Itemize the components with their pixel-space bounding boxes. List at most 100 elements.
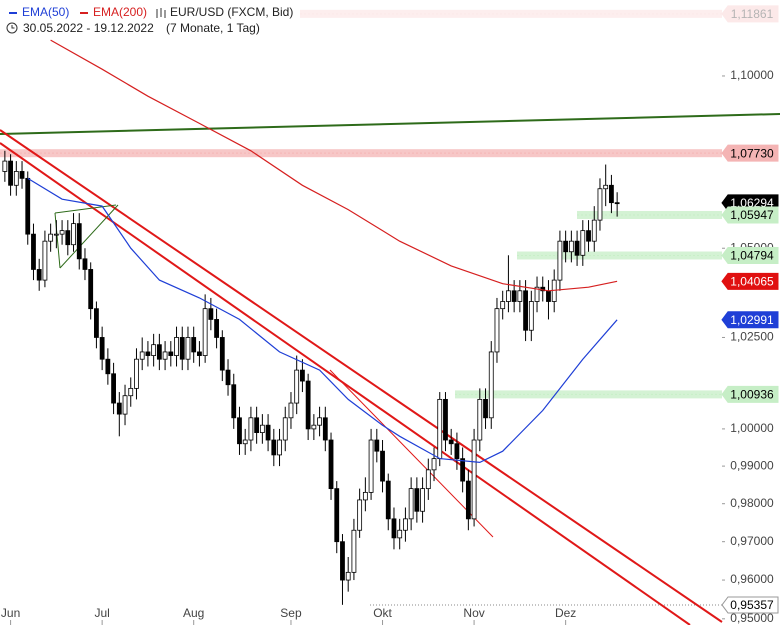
y-tick-label: 0,96000 xyxy=(730,572,774,586)
candle-body xyxy=(523,290,528,331)
candle-body xyxy=(397,529,403,539)
candle-body xyxy=(368,439,374,493)
candle-body xyxy=(202,308,208,356)
candle-body xyxy=(403,518,408,531)
price-label-box xyxy=(721,385,779,403)
candle-body xyxy=(151,344,157,356)
candle-body xyxy=(317,417,322,426)
x-tick-label: Jun xyxy=(1,606,20,620)
candle-body xyxy=(288,402,294,419)
trendline xyxy=(0,142,691,625)
candle-body xyxy=(25,177,31,235)
candle-body xyxy=(488,351,494,419)
trendline xyxy=(0,113,780,135)
candle-body xyxy=(305,380,311,430)
trendline xyxy=(54,204,117,214)
candle-body xyxy=(322,417,328,441)
price-label-box xyxy=(721,206,779,224)
candle-body xyxy=(71,223,76,246)
candle-body xyxy=(174,337,179,356)
candle-body xyxy=(425,469,431,490)
y-tick-label: 1,00000 xyxy=(730,421,774,435)
candle-body xyxy=(214,319,219,338)
candle-body xyxy=(465,480,471,520)
price-label: 1,02991 xyxy=(730,313,774,327)
candle-body xyxy=(500,301,506,310)
candle-body xyxy=(282,417,288,441)
trendline xyxy=(0,129,723,623)
candle-body xyxy=(111,373,116,404)
candle-body xyxy=(437,398,443,460)
price-label-box xyxy=(721,247,779,264)
candle-body xyxy=(408,488,414,520)
candle-body xyxy=(88,269,94,310)
x-tick-label: Dez xyxy=(555,606,576,620)
candle-body xyxy=(586,230,591,242)
candle-body xyxy=(443,398,448,441)
y-tick-label: 1,02500 xyxy=(730,330,774,344)
clock-hand xyxy=(11,25,15,29)
candle-body xyxy=(277,439,282,456)
candle-body xyxy=(603,184,609,190)
candle-body xyxy=(197,351,202,356)
candle-body xyxy=(105,358,111,375)
candle-body xyxy=(259,424,265,433)
price-label-box xyxy=(721,311,779,329)
candle-body xyxy=(145,351,151,356)
candle-body xyxy=(517,290,523,302)
candle-body xyxy=(597,188,603,221)
candle-body xyxy=(65,230,71,246)
candle-body xyxy=(271,439,277,456)
candle-body xyxy=(563,240,569,253)
candle-body xyxy=(448,439,454,445)
candle-body xyxy=(76,223,82,260)
price-label: 1,00936 xyxy=(730,388,774,402)
candle-body xyxy=(546,290,551,302)
clock-icon xyxy=(6,22,18,34)
candle-body xyxy=(19,171,25,179)
candle-icon xyxy=(156,8,166,18)
candle-body xyxy=(59,230,65,235)
candle-body xyxy=(460,458,466,482)
candle-body xyxy=(362,491,368,501)
candle-body xyxy=(380,450,385,482)
candle-body xyxy=(237,417,242,445)
candle-body xyxy=(328,439,334,490)
candle-body xyxy=(225,369,231,386)
candle-body xyxy=(168,351,174,356)
indicator-line xyxy=(27,177,618,464)
candle-body xyxy=(116,402,122,415)
candle-body xyxy=(574,240,580,256)
candle-body xyxy=(48,233,54,242)
candle-body xyxy=(156,344,162,360)
candle-body xyxy=(13,171,19,186)
candle-body xyxy=(311,424,317,430)
price-label-box xyxy=(721,272,779,290)
candle-body xyxy=(454,443,460,460)
candle-body xyxy=(294,369,300,404)
plot xyxy=(2,39,620,605)
candle-body xyxy=(191,337,197,353)
candle-body xyxy=(179,337,185,360)
candle-body xyxy=(557,240,563,281)
candle-body xyxy=(351,529,357,573)
candle-body xyxy=(231,384,237,419)
candle-body xyxy=(31,233,36,270)
candle-body xyxy=(128,387,134,397)
candle-body xyxy=(36,269,42,281)
indicator-line xyxy=(50,39,618,292)
header: EMA(50) EMA(200) EUR/USD (FXCM, Bid) 30.… xyxy=(0,4,780,38)
candle-body xyxy=(431,458,437,471)
level-band xyxy=(517,251,722,260)
candle-body xyxy=(94,308,99,338)
candle-body xyxy=(483,398,488,419)
candle-body xyxy=(185,337,191,360)
trendline xyxy=(329,369,494,538)
candle-body xyxy=(334,488,340,543)
price-label: 0,95357 xyxy=(730,598,774,612)
period: 30.05.2022 - 19.12.2022 xyxy=(23,21,154,35)
chart-title: EUR/USD (FXCM, Bid) xyxy=(170,5,293,19)
candle-body xyxy=(614,202,620,205)
price-label-box xyxy=(721,596,779,614)
candle-body xyxy=(494,308,500,353)
